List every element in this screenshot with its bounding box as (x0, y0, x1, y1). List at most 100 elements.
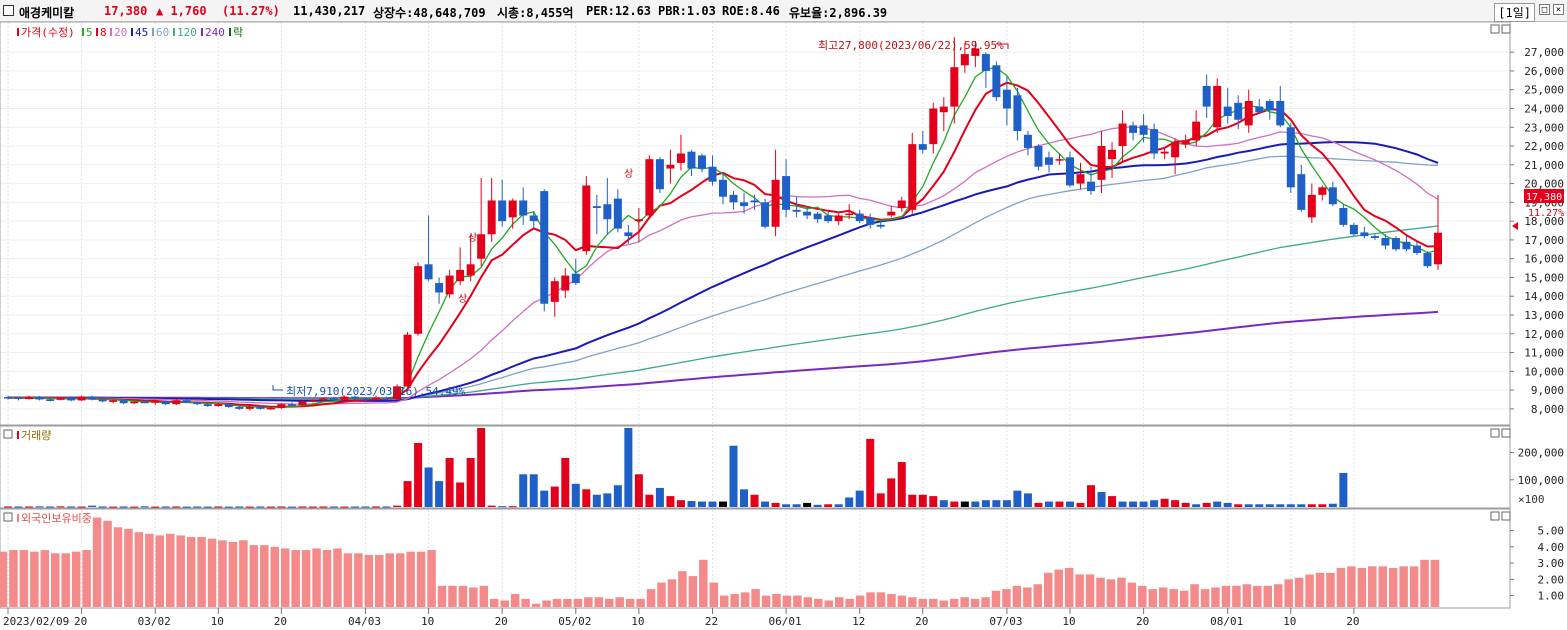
candle-body (1423, 253, 1432, 267)
ma-20-line (7, 126, 1439, 405)
candle-body (277, 404, 286, 408)
volume-bar (88, 505, 97, 507)
candle-body (1160, 151, 1169, 154)
foreign-bar (834, 597, 844, 607)
foreign-bar (9, 550, 18, 607)
candle-body (14, 397, 23, 400)
volume-bar (1255, 504, 1264, 507)
close-icon[interactable]: × (1553, 4, 1564, 15)
volume-bar (803, 502, 812, 507)
candle-body (971, 48, 980, 56)
candle-body (582, 185, 591, 252)
candle-body (887, 211, 896, 216)
date-tick-label: 10 (211, 615, 224, 628)
maximize-icon[interactable]: □ (1539, 4, 1550, 15)
stock-name: 애경케미칼 (19, 6, 75, 20)
volume-bar (1034, 502, 1043, 507)
candle-body (1139, 125, 1148, 135)
volume-bar (1150, 500, 1159, 507)
volume-bar (1044, 501, 1053, 507)
foreign-bar (469, 587, 478, 607)
volume-bar (329, 506, 338, 508)
foreign-bar (855, 595, 865, 607)
ma-5-line (7, 66, 1439, 409)
volume-bar (1076, 502, 1085, 507)
legend-swatch (201, 28, 203, 36)
legend-label: 락 (233, 26, 243, 39)
foreign-bar (594, 597, 604, 607)
foreign-bar (1096, 577, 1105, 607)
candle-body (287, 404, 296, 406)
date-tick-label: 06/01 (769, 615, 802, 628)
foreign-bar (176, 535, 185, 607)
foreign-bar (1399, 566, 1408, 607)
volume-tick-label: 100,000 (1518, 474, 1564, 487)
candle-body (960, 54, 969, 66)
limit-up-mark-3: 상 (624, 168, 633, 180)
price-marker-icon (1512, 222, 1518, 230)
candle-body (456, 269, 465, 282)
candle-body (1044, 157, 1053, 165)
foreign-bar (751, 589, 760, 607)
volume-bar (456, 482, 465, 507)
chart-area: 8,000 9,000 10,000 11,000 12,000 13,000 14,000… (0, 22, 1564, 628)
foreign-bar (1085, 574, 1095, 607)
volume-panel: 100,000 200,000 거래량 ×100 (0, 425, 1564, 509)
candle-body (382, 397, 391, 400)
price-panel: 8,000 9,000 10,000 11,000 12,000 13,000 14,000… (0, 22, 1564, 426)
candle-body (46, 399, 55, 401)
volume-panel-frame (0, 425, 1511, 509)
volume-close-icon[interactable] (1501, 428, 1511, 438)
candle-body (1076, 174, 1085, 184)
foreign-bar (1378, 566, 1387, 607)
legend-swatch (152, 28, 154, 36)
low-arrow-icon (272, 385, 283, 391)
select-checkbox[interactable] (3, 5, 14, 16)
candle-body (329, 398, 338, 401)
price-tick-label: 22,000 (1524, 140, 1564, 153)
candle-body (25, 396, 34, 400)
panel-close-icon[interactable] (1501, 24, 1511, 34)
current-price-tag (1524, 189, 1564, 203)
foreign-bar (625, 598, 635, 607)
foreign-bar (124, 528, 133, 607)
foreign-close-icon[interactable] (1501, 511, 1511, 521)
volume-bar (1013, 490, 1022, 507)
foreign-bar (1127, 582, 1137, 607)
foreign-bar (239, 540, 248, 607)
volume-bar (1171, 500, 1180, 507)
current-price-tag-text: 17,380 (1526, 192, 1562, 203)
volume-bar (46, 506, 55, 508)
foreign-bar (970, 598, 980, 607)
candle-body (1118, 123, 1127, 147)
price-tick-label: 21,000 (1524, 159, 1564, 172)
volume-bar (729, 445, 738, 507)
volume-bar (592, 494, 601, 507)
volume-bar (1097, 492, 1106, 507)
volume-bar (466, 457, 475, 507)
volume-bar (887, 478, 896, 507)
candle-body (834, 215, 843, 222)
volume-bar (540, 490, 549, 507)
volume-max-icon[interactable] (1490, 428, 1500, 438)
volume-bar (498, 506, 507, 508)
foreign-bar (510, 593, 520, 607)
ma-45-line (8, 141, 1439, 402)
foreign-panel: 1.00 2.00 3.00 4.00 5.00 외국인보유비중 (0, 508, 1564, 609)
foreign-max-icon[interactable] (1490, 511, 1500, 521)
candle-body (361, 398, 370, 401)
market-cap: 시총:8,455억 (497, 6, 574, 20)
candle-body (214, 404, 223, 407)
foreign-bar (427, 550, 436, 607)
volume-bar (287, 506, 296, 508)
price-tick-label: 11,000 (1524, 347, 1564, 360)
volume-bar (981, 500, 990, 507)
period-selector[interactable]: [1일] (1494, 3, 1535, 22)
candle-body (1402, 241, 1411, 250)
foreign-bar (1315, 572, 1325, 607)
candle-body (897, 200, 906, 208)
date-tick-label: 10 (1283, 615, 1296, 628)
panel-max-icon[interactable] (1490, 24, 1500, 34)
candle-body (655, 159, 664, 190)
foreign-bar (657, 582, 666, 607)
